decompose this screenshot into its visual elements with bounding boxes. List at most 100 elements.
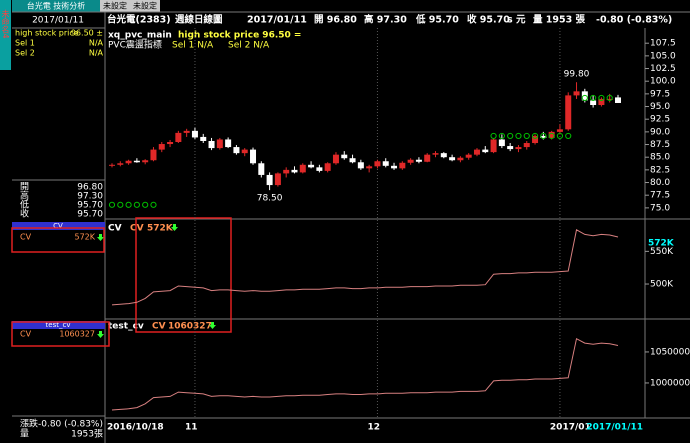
down-arrow xyxy=(97,234,104,241)
quote-label: 低 xyxy=(20,199,29,211)
chart-title: xq_pvc_main xyxy=(108,31,172,41)
tab[interactable] xyxy=(130,0,160,12)
down-arrow xyxy=(171,224,178,231)
candle-body xyxy=(125,160,132,164)
indicator-value: N/A xyxy=(89,39,104,48)
candle-body xyxy=(573,91,580,96)
signal-marker xyxy=(117,201,124,208)
down-arrow xyxy=(209,322,216,329)
tab[interactable] xyxy=(12,0,100,12)
cv-label: CV xyxy=(20,233,32,242)
side-tab[interactable] xyxy=(0,0,11,70)
candle-body xyxy=(225,139,232,148)
candle-body xyxy=(109,164,115,166)
chart-title: CV xyxy=(108,224,122,234)
signal-marker xyxy=(507,132,514,140)
candle-body xyxy=(523,143,530,148)
candle-body xyxy=(349,158,356,163)
candle-body xyxy=(274,173,281,186)
test-label: CV xyxy=(20,330,32,339)
candle-body xyxy=(540,135,547,138)
y-tick-label: 100.0 xyxy=(650,77,676,87)
tab-label[interactable]: 未設定 xyxy=(133,1,157,11)
x-tick-label: 12 xyxy=(367,423,380,433)
header-item: s 元 xyxy=(507,15,526,26)
quote-label: 開 xyxy=(20,182,29,193)
candle-body xyxy=(465,154,472,158)
tab-label[interactable]: 未設定 xyxy=(103,1,127,11)
test-value: 1060327 xyxy=(59,330,95,339)
annotation: 78.50 xyxy=(257,194,283,204)
chart-subtitle: high stock price 96.50 = xyxy=(178,31,301,41)
candle-body xyxy=(183,130,190,133)
signal-marker xyxy=(142,201,149,208)
candle-body xyxy=(142,160,149,163)
tab-label[interactable]: 台光電 技術分析 xyxy=(27,1,86,11)
candle-body xyxy=(507,146,514,150)
signal-marker xyxy=(540,132,547,140)
candle-body xyxy=(216,139,223,149)
chart-title: test_cv xyxy=(108,322,144,332)
candle-body xyxy=(391,165,398,169)
candle-body xyxy=(615,97,621,103)
y-tick-label: 97.5 xyxy=(650,89,670,99)
quote-value: 95.70 xyxy=(77,201,103,211)
candle-body xyxy=(258,163,265,175)
candle-body xyxy=(382,161,389,166)
tab[interactable] xyxy=(100,0,130,12)
cv-value: 572K xyxy=(74,233,95,242)
header-item: 台光電(2383) xyxy=(107,14,171,26)
indicator-name: Sel 1 xyxy=(15,39,35,48)
header-item: 收 95.70 xyxy=(467,14,510,26)
y-tick-label: 80.0 xyxy=(650,178,670,188)
candle-body xyxy=(357,162,364,169)
candle-body xyxy=(581,91,588,101)
x-tick-label: 11 xyxy=(185,423,198,433)
signal-marker xyxy=(498,132,505,140)
highlight-box xyxy=(135,217,232,333)
section-bar xyxy=(12,321,105,329)
header-item: 週線日線圖 xyxy=(175,14,223,26)
quote-label: 高 xyxy=(20,190,29,202)
y-tick-label: 102.5 xyxy=(650,64,676,74)
candle-body xyxy=(250,149,257,164)
signal-marker xyxy=(133,201,140,208)
candle-body xyxy=(266,174,273,186)
candle-body xyxy=(341,154,348,159)
x-tick-label: 2016/10/18 xyxy=(107,423,164,433)
candle-body xyxy=(457,157,464,161)
candle-body xyxy=(515,147,522,150)
candle-body xyxy=(233,147,240,154)
candle-body xyxy=(150,149,157,161)
candle-body xyxy=(440,153,447,158)
candle-body xyxy=(191,130,198,138)
line xyxy=(111,337,619,411)
sidebar-date: 2017/01/11 xyxy=(32,16,84,26)
side-tab-label[interactable]: 未命名4 xyxy=(1,8,10,38)
indicator-value: N/A xyxy=(89,49,104,58)
signal-marker xyxy=(548,132,555,140)
candle-body xyxy=(299,164,306,173)
signal-marker xyxy=(590,94,597,102)
quote-value: 95.70 xyxy=(77,210,103,220)
candle-body xyxy=(241,149,248,154)
candle-body xyxy=(449,157,456,161)
candle-body xyxy=(283,169,290,174)
quote-label: 收 xyxy=(20,208,29,220)
candle-body xyxy=(424,154,431,162)
candle-body xyxy=(532,135,539,144)
candle-body xyxy=(158,144,165,150)
candle-body xyxy=(200,136,207,141)
candle-body xyxy=(473,149,480,155)
y-tick-label: 92.5 xyxy=(650,115,670,125)
candle-body xyxy=(432,153,439,155)
signal-marker xyxy=(556,132,564,140)
candle-body xyxy=(490,139,497,153)
header-item: -0.80 (-0.83%) xyxy=(596,15,672,26)
change-label: 漲跌 xyxy=(20,419,38,430)
down-arrow xyxy=(97,331,104,338)
series-label: CV xyxy=(152,322,166,332)
signal-marker xyxy=(565,132,572,140)
